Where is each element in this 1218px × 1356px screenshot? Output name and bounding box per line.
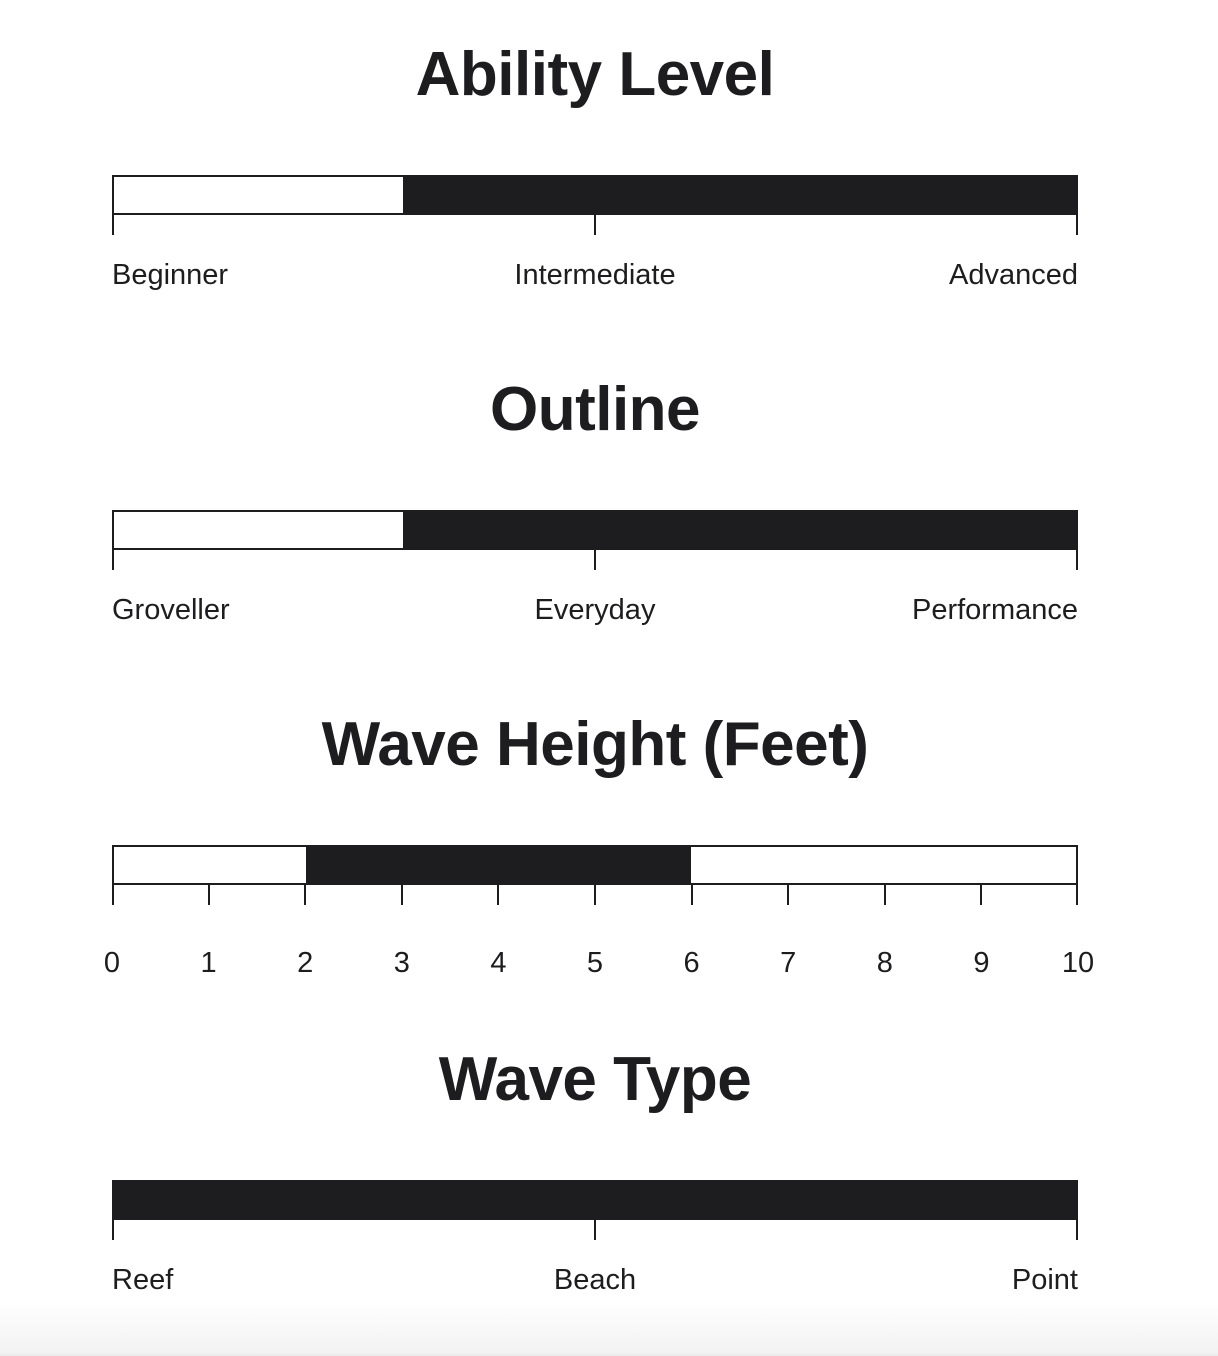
tick-label: 4 bbox=[490, 947, 507, 979]
gauge-labels: Reef Beach Point bbox=[112, 1262, 1078, 1298]
tick-label: 6 bbox=[683, 947, 700, 979]
axis-label-reef: Reef bbox=[112, 1264, 174, 1296]
tick-mark bbox=[112, 1220, 114, 1240]
tick-mark bbox=[594, 885, 596, 905]
wave-type-gauge: Reef Beach Point bbox=[112, 1180, 1078, 1298]
tick-label: 1 bbox=[200, 947, 217, 979]
tick-mark bbox=[594, 550, 596, 570]
tick-mark bbox=[1076, 1220, 1078, 1240]
tick-label: 2 bbox=[297, 947, 314, 979]
wave-type-title: Wave Type bbox=[438, 1045, 752, 1114]
axis-label-everyday: Everyday bbox=[534, 594, 656, 626]
gauge-ticks bbox=[112, 215, 1078, 235]
tick-mark bbox=[690, 885, 693, 905]
tick-mark bbox=[980, 885, 983, 905]
axis-label-beginner: Beginner bbox=[112, 259, 229, 291]
section-wave-type: Wave Type Reef Beach Point bbox=[0, 1049, 1218, 1298]
gauge-bar bbox=[112, 510, 1078, 550]
tick-mark bbox=[497, 885, 500, 905]
tick-mark bbox=[883, 885, 886, 905]
tick-mark bbox=[787, 885, 790, 905]
surfboard-spec-charts: Ability Level Beginner Intermediate Adva… bbox=[0, 44, 1218, 1298]
gauge-bar bbox=[112, 1180, 1078, 1220]
gauge-bar bbox=[112, 845, 1078, 885]
gauge-bar bbox=[112, 175, 1078, 215]
axis-label-advanced: Advanced bbox=[949, 259, 1078, 291]
tick-label: 3 bbox=[393, 947, 410, 979]
tick-label: 0 bbox=[103, 947, 121, 979]
section-wave-height: Wave Height (Feet) 0 1 2 3 4 5 6 7 8 9 10 bbox=[0, 714, 1218, 981]
tick-mark bbox=[207, 885, 210, 905]
tick-mark bbox=[1076, 550, 1078, 570]
tick-mark bbox=[400, 885, 403, 905]
tick-label: 8 bbox=[876, 947, 893, 979]
wave-height-gauge: 0 1 2 3 4 5 6 7 8 9 10 bbox=[104, 845, 1094, 981]
gauge-ticks bbox=[112, 550, 1078, 570]
tick-mark bbox=[594, 215, 596, 235]
tick-mark bbox=[1076, 215, 1078, 235]
gauge-labels: Beginner Intermediate Advanced bbox=[112, 257, 1078, 293]
tick-mark bbox=[594, 1220, 596, 1240]
gauge-labels: Groveller Everyday Performance bbox=[112, 592, 1078, 628]
tick-mark bbox=[112, 550, 114, 570]
section-outline: Outline Groveller Everyday Performance bbox=[0, 379, 1218, 628]
axis-label-groveller: Groveller bbox=[112, 594, 230, 626]
gauge-scale-labels: 0 1 2 3 4 5 6 7 8 9 10 bbox=[104, 945, 1094, 981]
gauge-fill bbox=[306, 845, 692, 885]
tick-mark bbox=[304, 885, 307, 905]
axis-label-performance: Performance bbox=[911, 594, 1078, 626]
tick-label: 7 bbox=[780, 947, 797, 979]
axis-label-point: Point bbox=[1011, 1264, 1078, 1296]
tick-mark bbox=[1076, 885, 1078, 905]
tick-label: 9 bbox=[973, 947, 990, 979]
wave-height-title: Wave Height (Feet) bbox=[321, 710, 869, 779]
tick-mark bbox=[112, 885, 114, 905]
gauge-ticks bbox=[112, 1220, 1078, 1240]
outline-gauge: Groveller Everyday Performance bbox=[112, 510, 1078, 628]
section-ability-level: Ability Level Beginner Intermediate Adva… bbox=[0, 44, 1218, 293]
tick-label: 10 bbox=[1061, 947, 1095, 979]
axis-label-beach: Beach bbox=[553, 1264, 637, 1296]
outline-title: Outline bbox=[489, 375, 701, 444]
tick-label: 5 bbox=[586, 947, 604, 979]
gauge-fill bbox=[114, 1180, 1076, 1220]
ability-level-title: Ability Level bbox=[415, 40, 775, 109]
ability-level-gauge: Beginner Intermediate Advanced bbox=[112, 175, 1078, 293]
page-bottom-fade bbox=[0, 1302, 1218, 1356]
gauge-fill bbox=[402, 510, 1076, 550]
tick-mark bbox=[112, 215, 114, 235]
axis-label-intermediate: Intermediate bbox=[514, 259, 676, 291]
gauge-fill bbox=[402, 175, 1076, 215]
gauge-ticks bbox=[112, 885, 1078, 905]
